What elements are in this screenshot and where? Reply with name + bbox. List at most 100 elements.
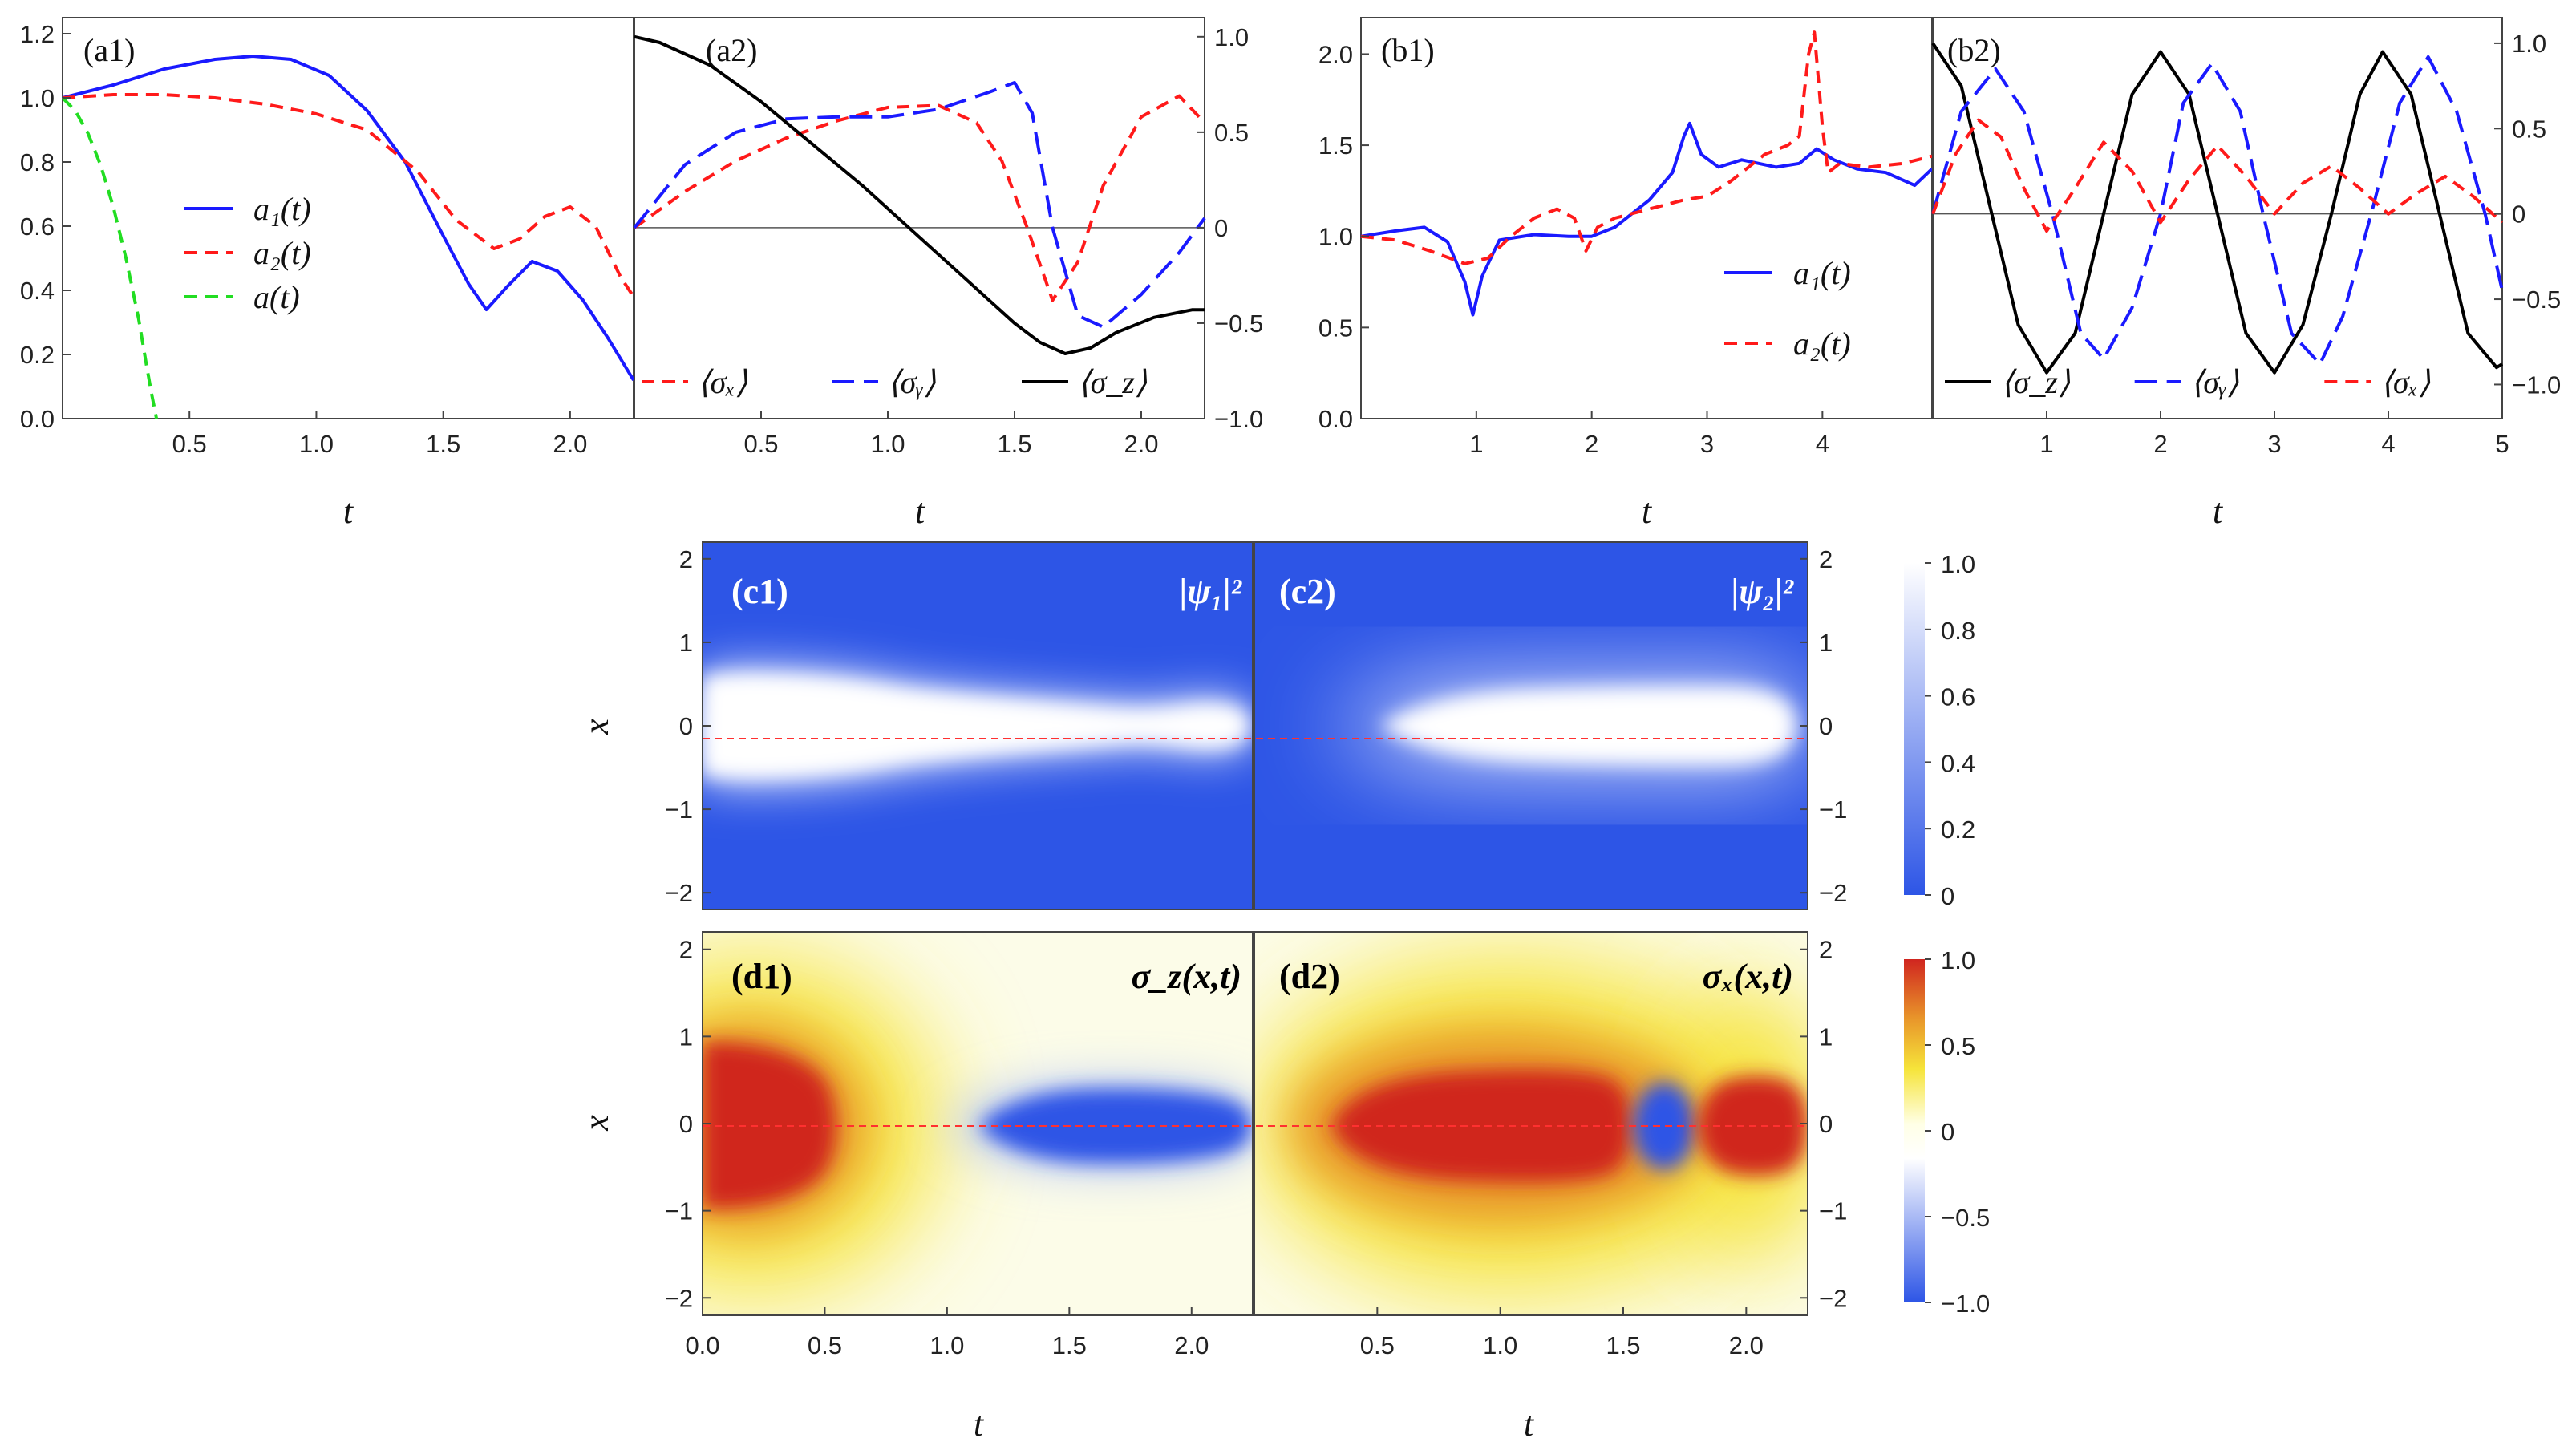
panel-b2-frame: [1932, 17, 2503, 419]
panel-b1-label: (b1): [1381, 32, 1435, 68]
panel-d2: (d2) σₓ(x,t) t: [1254, 932, 1808, 1444]
y-tick-label: 2: [679, 936, 693, 964]
x-tick-label: 1.0: [299, 430, 334, 458]
y-tick-label: 2.0: [1318, 40, 1353, 68]
y-tick-label: 0: [1819, 712, 1833, 740]
x-tick-label: 1.0: [930, 1331, 964, 1359]
y-tick-label: −0.5: [1214, 310, 1263, 338]
colorbar-tick-label: 0: [1941, 882, 1954, 910]
y-tick-label: −1: [1819, 1197, 1847, 1225]
legend-label: ⟨σₓ⟩: [698, 364, 748, 400]
y-tick-label: 1: [1819, 1023, 1833, 1051]
y-tick-label: 0.2: [20, 341, 55, 369]
y-tick-label: 0.0: [1318, 405, 1353, 433]
series-line: [633, 94, 1206, 302]
x-tick-label: 3: [2267, 430, 2281, 458]
panel-b1: 1 2 3 4 0.0 0.5 1.0 1.5 2.0 a₁(t) a₂(t) (b1) t: [1318, 17, 1934, 531]
panel-d1-ylabel: x: [577, 1115, 616, 1132]
legend-label: a₁(t): [253, 191, 311, 227]
x-tick-label: 3: [1700, 430, 1714, 458]
panel-a1-frame: [62, 17, 634, 419]
x-tick-label: 0.5: [172, 430, 207, 458]
y-tick-label: −1: [665, 796, 693, 824]
y-tick-label: 0.5: [1318, 314, 1353, 342]
colorbar-tick-label: 0.2: [1941, 816, 1975, 844]
x-tick-label: 1.0: [1483, 1331, 1517, 1359]
legend-label: a₂(t): [1793, 326, 1851, 362]
panel-a2-label: (a2): [706, 32, 757, 68]
series-line: [1360, 121, 1934, 317]
x-tick-label: 2: [2153, 430, 2167, 458]
y-tick-label: 0: [2512, 200, 2525, 229]
legend-label: ⟨σₓ⟩: [2380, 364, 2431, 400]
series-line: [1931, 118, 2504, 233]
x-tick-label: 4: [2381, 430, 2395, 458]
y-tick-label: −2: [1819, 1284, 1847, 1312]
colorbar-tick-label: 0.8: [1941, 617, 1975, 645]
x-tick-label: 1.5: [997, 430, 1031, 458]
panel-a2-xlabel: t: [915, 492, 926, 531]
panel-a1-label: (a1): [83, 32, 135, 68]
x-tick-label: 1.5: [1052, 1331, 1087, 1359]
y-tick-label: 0: [679, 712, 693, 740]
series-line: [634, 34, 1205, 355]
panel-c1-ylabel: x: [577, 719, 616, 735]
y-tick-label: 2: [1819, 545, 1833, 573]
y-tick-label: −2: [1819, 879, 1847, 907]
x-tick-label: 2.0: [553, 430, 587, 458]
series-line: [1931, 42, 2504, 375]
x-tick-label: 1: [2039, 430, 2053, 458]
legend-label: a(t): [253, 279, 300, 315]
y-tick-label: −2: [665, 879, 693, 907]
y-tick-label: 0.5: [2512, 115, 2546, 143]
y-tick-label: 1.0: [1318, 223, 1353, 251]
series-line: [62, 55, 635, 382]
x-tick-label: 1.0: [870, 430, 905, 458]
legend-label: a₂(t): [253, 235, 311, 271]
y-tick-label: −1.0: [2512, 371, 2561, 399]
y-tick-label: −1: [1819, 796, 1847, 824]
panel-c1-annotation: |ψ₁|²: [1180, 572, 1242, 611]
colorbar-tick-label: 1.0: [1941, 946, 1975, 974]
panel-d1-annotation: σ_z(x,t): [1132, 957, 1241, 996]
colorbar-tick-label: 1.0: [1941, 550, 1975, 578]
colorbar-tick-label: 0.6: [1941, 683, 1975, 711]
y-tick-label: −1: [665, 1197, 693, 1225]
y-tick-label: 1: [1819, 629, 1833, 657]
series-line: [1360, 30, 1933, 265]
colorbar-tick-label: −1.0: [1941, 1290, 1990, 1318]
panel-b1-xlabel: t: [1642, 492, 1653, 531]
x-tick-label: 1.5: [426, 430, 460, 458]
y-tick-label: 1: [679, 1023, 693, 1051]
y-tick-label: 1.0: [1214, 23, 1249, 51]
y-tick-label: 1.0: [20, 84, 55, 112]
series-line: [61, 96, 159, 419]
y-tick-label: 0: [1819, 1110, 1833, 1138]
panel-d2-xlabel: t: [1524, 1404, 1535, 1444]
legend-label: a₁(t): [1793, 255, 1851, 291]
colorbar-tick-label: 0.5: [1941, 1032, 1975, 1060]
x-tick-label: 2.0: [1174, 1331, 1209, 1359]
series-line: [1931, 55, 2504, 366]
x-tick-label: 0.5: [743, 430, 778, 458]
series-line: [633, 81, 1206, 329]
panel-c2-label: (c2): [1279, 572, 1336, 611]
panel-a2: 0.5 1.0 1.5 2.0 −1.0 −0.5 0 0.5 1.0 ⟨σₓ⟩ ⟨σᵧ⟩ ⟨σ_z…: [633, 17, 1263, 531]
x-tick-label: 0.5: [1360, 1331, 1395, 1359]
x-tick-label: 0.5: [808, 1331, 842, 1359]
legend-label: ⟨σ_z⟩: [1078, 364, 1148, 400]
x-tick-label: 2.0: [1729, 1331, 1764, 1359]
panel-d2-annotation: σₓ(x,t): [1703, 957, 1793, 996]
y-tick-label: −0.5: [2512, 286, 2561, 314]
series-line: [62, 93, 635, 298]
legend-label: ⟨σ_z⟩: [2001, 364, 2071, 400]
panel-d1-label: (d1): [731, 957, 792, 996]
x-tick-label: 1: [1469, 430, 1483, 458]
panel-d2-label: (d2): [1279, 957, 1340, 996]
panel-c2-annotation: |ψ₂|²: [1732, 572, 1794, 611]
panel-c1-label: (c1): [731, 572, 788, 611]
y-tick-label: 0.5: [1214, 119, 1249, 147]
y-tick-label: 0.6: [20, 213, 55, 241]
heatmap-ticks: −2 −1 0 1 2 −2 −1 0 1 2 −2 −1 0 1 2 0.0 0.5 1.0 1.5 2.0 −2 −1…: [665, 545, 1848, 1359]
panel-d1-xlabel: t: [974, 1404, 985, 1444]
